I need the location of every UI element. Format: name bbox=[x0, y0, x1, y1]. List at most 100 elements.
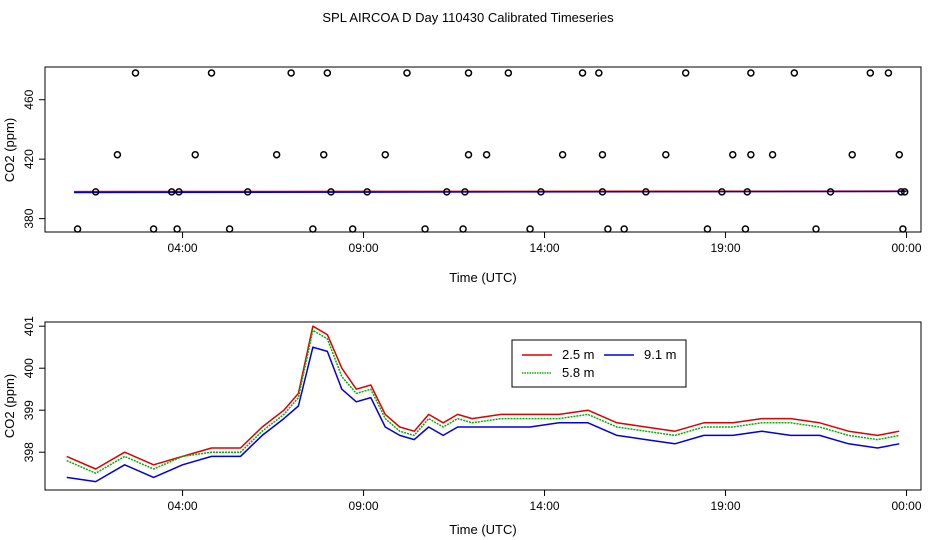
bottom-x-axis: 04:00 09:00 14:00 19:00 00:00 bbox=[168, 490, 922, 513]
top-y-axis-label: CO2 (ppm) bbox=[2, 118, 17, 182]
scatter-point bbox=[642, 188, 650, 196]
bottom-x-tick-label: 19:00 bbox=[711, 499, 741, 513]
top-y-tick-label: 380 bbox=[22, 208, 36, 228]
scatter-point bbox=[768, 150, 777, 159]
bottom-x-axis-label: Time (UTC) bbox=[449, 522, 516, 537]
top-scatter-points bbox=[73, 69, 909, 233]
scatter-point bbox=[73, 225, 82, 233]
top-x-tick-label: 19:00 bbox=[711, 241, 741, 255]
scatter-point bbox=[558, 150, 567, 159]
scatter-point bbox=[327, 188, 335, 196]
scatter-point bbox=[91, 188, 100, 196]
scatter-point bbox=[747, 150, 755, 159]
scatter-point bbox=[790, 69, 799, 77]
bottom-y-tick-label: 400 bbox=[22, 358, 36, 378]
scatter-point bbox=[381, 150, 390, 159]
scatter-point bbox=[604, 225, 612, 233]
bottom-y-tick-label: 398 bbox=[22, 442, 36, 462]
scatter-point bbox=[681, 69, 690, 77]
scatter-point bbox=[131, 69, 140, 77]
scatter-point bbox=[537, 188, 545, 196]
top-plot-frame bbox=[44, 66, 922, 233]
scatter-point bbox=[595, 69, 603, 77]
top-y-axis: 380 420 460 bbox=[22, 89, 45, 229]
top-x-tick-label: 00:00 bbox=[892, 241, 922, 255]
scatter-point bbox=[173, 225, 181, 233]
bottom-y-axis-label: CO2 (ppm) bbox=[2, 374, 17, 438]
legend-label-2-5m: 2.5 m bbox=[562, 347, 595, 362]
scatter-point bbox=[243, 188, 252, 196]
figure-title: SPL AIRCOA D Day 110430 Calibrated Times… bbox=[322, 10, 614, 25]
scatter-point bbox=[662, 150, 670, 159]
legend: 2.5 m 5.8 m 9.1 m bbox=[511, 339, 687, 388]
scatter-point bbox=[729, 150, 737, 159]
bottom-series-line-9-1-m bbox=[66, 346, 900, 483]
scatter-point bbox=[743, 188, 751, 196]
scatter-point bbox=[848, 150, 856, 159]
bottom-y-axis: 398 399 400 401 bbox=[22, 316, 45, 462]
scatter-point bbox=[113, 150, 122, 159]
scatter-point bbox=[482, 150, 491, 159]
bottom-series-lines bbox=[66, 325, 900, 483]
scatter-point bbox=[225, 225, 234, 233]
top-x-axis-label: Time (UTC) bbox=[449, 270, 516, 285]
scatter-point bbox=[309, 225, 317, 233]
scatter-point bbox=[620, 225, 628, 233]
top-y-tick-label: 420 bbox=[22, 149, 36, 169]
scatter-point bbox=[826, 188, 835, 196]
scatter-point bbox=[884, 69, 893, 77]
scatter-point bbox=[464, 150, 473, 159]
bottom-series-line-2-5-m bbox=[66, 325, 900, 470]
scatter-point bbox=[526, 225, 534, 233]
bottom-x-tick-label: 14:00 bbox=[530, 499, 560, 513]
legend-box bbox=[511, 339, 687, 388]
top-series-lines bbox=[73, 190, 907, 194]
scatter-point bbox=[287, 69, 295, 77]
top-panel: 04:00 09:00 14:00 19:00 00:00 380 420 460 Time… bbox=[2, 66, 922, 285]
bottom-x-tick-label: 00:00 bbox=[892, 499, 922, 513]
scatter-point bbox=[504, 69, 513, 77]
scatter-point bbox=[598, 150, 607, 159]
scatter-point bbox=[464, 69, 473, 77]
bottom-x-tick-label: 09:00 bbox=[349, 499, 379, 513]
top-x-tick-label: 09:00 bbox=[349, 241, 379, 255]
top-y-tick-label: 460 bbox=[22, 89, 36, 109]
bottom-panel: 04:00 09:00 14:00 19:00 00:00 398 399 400 401 T… bbox=[2, 316, 922, 537]
scatter-point bbox=[191, 150, 199, 159]
scatter-point bbox=[348, 225, 357, 233]
top-x-tick-label: 04:00 bbox=[168, 241, 198, 255]
scatter-point bbox=[895, 150, 904, 159]
bottom-plot-frame bbox=[44, 321, 922, 491]
scatter-point bbox=[718, 188, 726, 196]
top-series-line-9-1-m bbox=[73, 190, 907, 194]
scatter-point bbox=[703, 225, 712, 233]
scatter-point bbox=[459, 225, 467, 233]
scatter-point bbox=[461, 188, 469, 196]
legend-label-5-8m: 5.8 m bbox=[562, 365, 595, 380]
top-x-tick-label: 14:00 bbox=[530, 241, 560, 255]
bottom-series-line-5-8-m bbox=[66, 329, 900, 474]
scatter-point bbox=[175, 188, 183, 196]
scatter-point bbox=[900, 188, 909, 196]
scatter-point bbox=[323, 69, 332, 77]
scatter-point bbox=[578, 69, 587, 77]
bottom-x-tick-label: 04:00 bbox=[168, 499, 198, 513]
legend-label-9-1m: 9.1 m bbox=[644, 347, 677, 362]
scatter-point bbox=[421, 225, 429, 233]
top-x-axis: 04:00 09:00 14:00 19:00 00:00 bbox=[168, 232, 922, 255]
scatter-point bbox=[272, 150, 281, 159]
scatter-point bbox=[363, 188, 371, 196]
scatter-point bbox=[319, 150, 328, 159]
bottom-y-tick-label: 401 bbox=[22, 316, 36, 336]
scatter-point bbox=[167, 188, 176, 196]
scatter-point bbox=[747, 69, 755, 77]
scatter-point bbox=[207, 69, 216, 77]
scatter-point bbox=[403, 69, 411, 77]
scatter-point bbox=[443, 188, 451, 196]
scatter-point bbox=[741, 225, 750, 233]
scatter-point bbox=[899, 225, 907, 233]
scatter-point bbox=[866, 69, 875, 77]
scatter-point bbox=[149, 225, 158, 233]
scatter-point bbox=[812, 225, 820, 233]
